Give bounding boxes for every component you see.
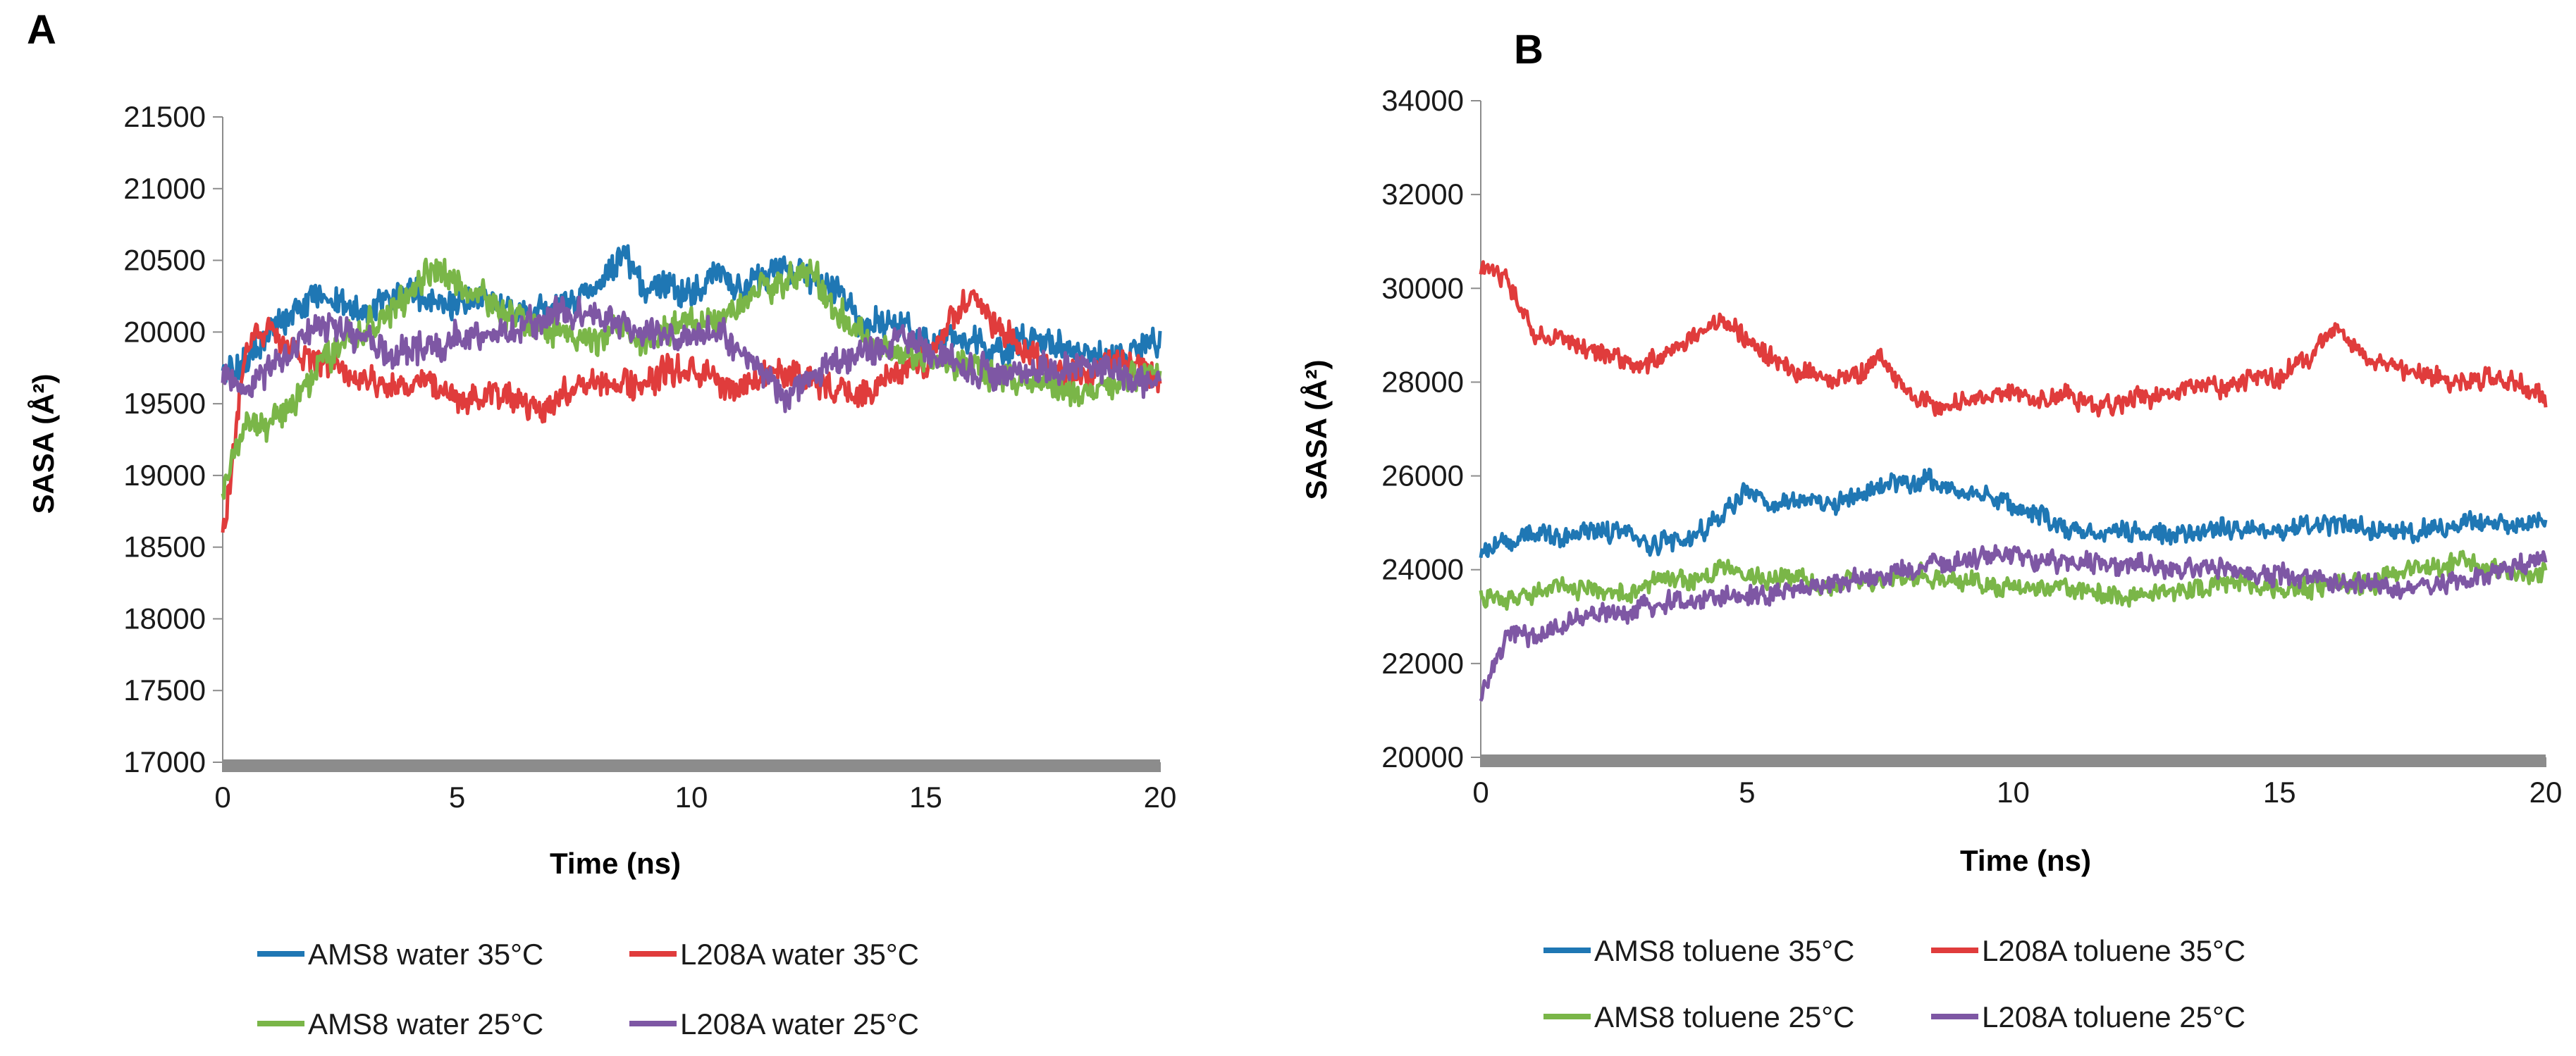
panel-a-x-tick-label: 20 <box>1144 781 1177 814</box>
panel-b-y-tick-label: 22000 <box>1381 647 1464 680</box>
panel-b-y-tick-label: 34000 <box>1381 84 1464 117</box>
panel-b-y-tick-label: 28000 <box>1381 365 1464 398</box>
panel-b-label: B <box>1514 27 1543 73</box>
panel-a-legend: AMS8 water 35°C L208A water 35°C AMS8 wa… <box>257 938 919 1041</box>
series-line-ams8-toluene-35 <box>1479 467 2548 559</box>
panel-b-y-tick-label: 24000 <box>1381 553 1464 586</box>
panel-a-x-tick-label: 15 <box>909 781 942 814</box>
panel-b-x-axis-title: Time (ns) <box>1960 844 2091 877</box>
panel-b-y-axis-title: SASA (Å²) <box>1300 359 1333 499</box>
panel-b-axes: 20000 22000 24000 26000 28000 30000 32000 34000… <box>1381 84 2562 809</box>
panel-b-x-tick-label: 15 <box>2263 776 2296 809</box>
legend-label-ams8-toluene-25: AMS8 toluene 25°C <box>1594 1000 1854 1033</box>
panel-a-y-tick-label: 18000 <box>123 602 206 635</box>
panel-b-x-tick-label: 10 <box>1997 776 2030 809</box>
series-line-l208a-water-25 <box>221 295 1162 414</box>
panel-b-y-tick-label: 30000 <box>1381 271 1464 304</box>
legend-label-ams8-toluene-35: AMS8 toluene 35°C <box>1594 934 1854 967</box>
panel-b-y-tick-label: 20000 <box>1381 740 1464 774</box>
panel-b-x-tick-label: 20 <box>2529 776 2563 809</box>
series-line-l208a-toluene-25 <box>1479 544 2548 702</box>
panel-a-label: A <box>27 7 56 53</box>
panel-b: B 20000 22000 24000 26000 28000 30000 32000 340… <box>1300 27 2562 1033</box>
panel-a-x-tick-label: 0 <box>214 781 230 814</box>
legend-label-ams8-water-35: AMS8 water 35°C <box>308 938 543 971</box>
panel-a-y-tick-label: 17500 <box>123 673 206 707</box>
panel-a-x-axis-title: Time (ns) <box>550 847 681 880</box>
legend-label-l208a-toluene-35: L208A toluene 35°C <box>1982 934 2245 967</box>
panel-a-y-tick-label: 20500 <box>123 244 206 277</box>
panel-b-x-tick-label: 0 <box>1472 776 1489 809</box>
panel-a-axes: 17000 17500 18000 18500 19000 19500 20000 20500… <box>123 100 1176 814</box>
panel-a-x-tick-label: 5 <box>449 781 465 814</box>
series-line-l208a-toluene-35 <box>1479 260 2548 418</box>
legend-label-ams8-water-25: AMS8 water 25°C <box>308 1007 543 1041</box>
panel-a-y-tick-label: 18500 <box>123 530 206 564</box>
legend-label-l208a-water-25: L208A water 25°C <box>680 1007 919 1041</box>
panel-a-y-tick-label: 19500 <box>123 387 206 420</box>
panel-a-y-tick-label: 19000 <box>123 459 206 492</box>
panel-b-legend: AMS8 toluene 35°C L208A toluene 35°C AMS… <box>1543 934 2245 1033</box>
panel-a-series <box>221 244 1162 533</box>
panel-a-y-tick-label: 20000 <box>123 315 206 348</box>
panel-a-y-tick-label: 21000 <box>123 172 206 205</box>
panel-b-x-tick-label: 5 <box>1739 776 1755 809</box>
panel-a-y-axis-title: SASA (Å²) <box>27 373 60 514</box>
panel-b-x-axis-band <box>1481 754 2546 767</box>
panel-b-y-tick-label: 32000 <box>1381 178 1464 211</box>
panel-b-y-tick-label: 26000 <box>1381 459 1464 492</box>
panel-a: A 17000175001800018500190001950020000205… <box>27 7 1176 1041</box>
panel-a-x-tick-label: 10 <box>675 781 708 814</box>
legend-label-l208a-toluene-25: L208A toluene 25°C <box>1982 1000 2245 1033</box>
panel-a-y-tick-label: 21500 <box>123 100 206 133</box>
panel-a-y-tick-label: 17000 <box>123 745 206 778</box>
legend-label-l208a-water-35: L208A water 35°C <box>680 938 919 971</box>
series-line-l208a-water-35 <box>221 289 1162 533</box>
series-line-ams8-water-35 <box>221 244 1162 383</box>
panel-a-x-axis-band <box>223 759 1160 772</box>
panel-b-series <box>1479 260 2548 702</box>
